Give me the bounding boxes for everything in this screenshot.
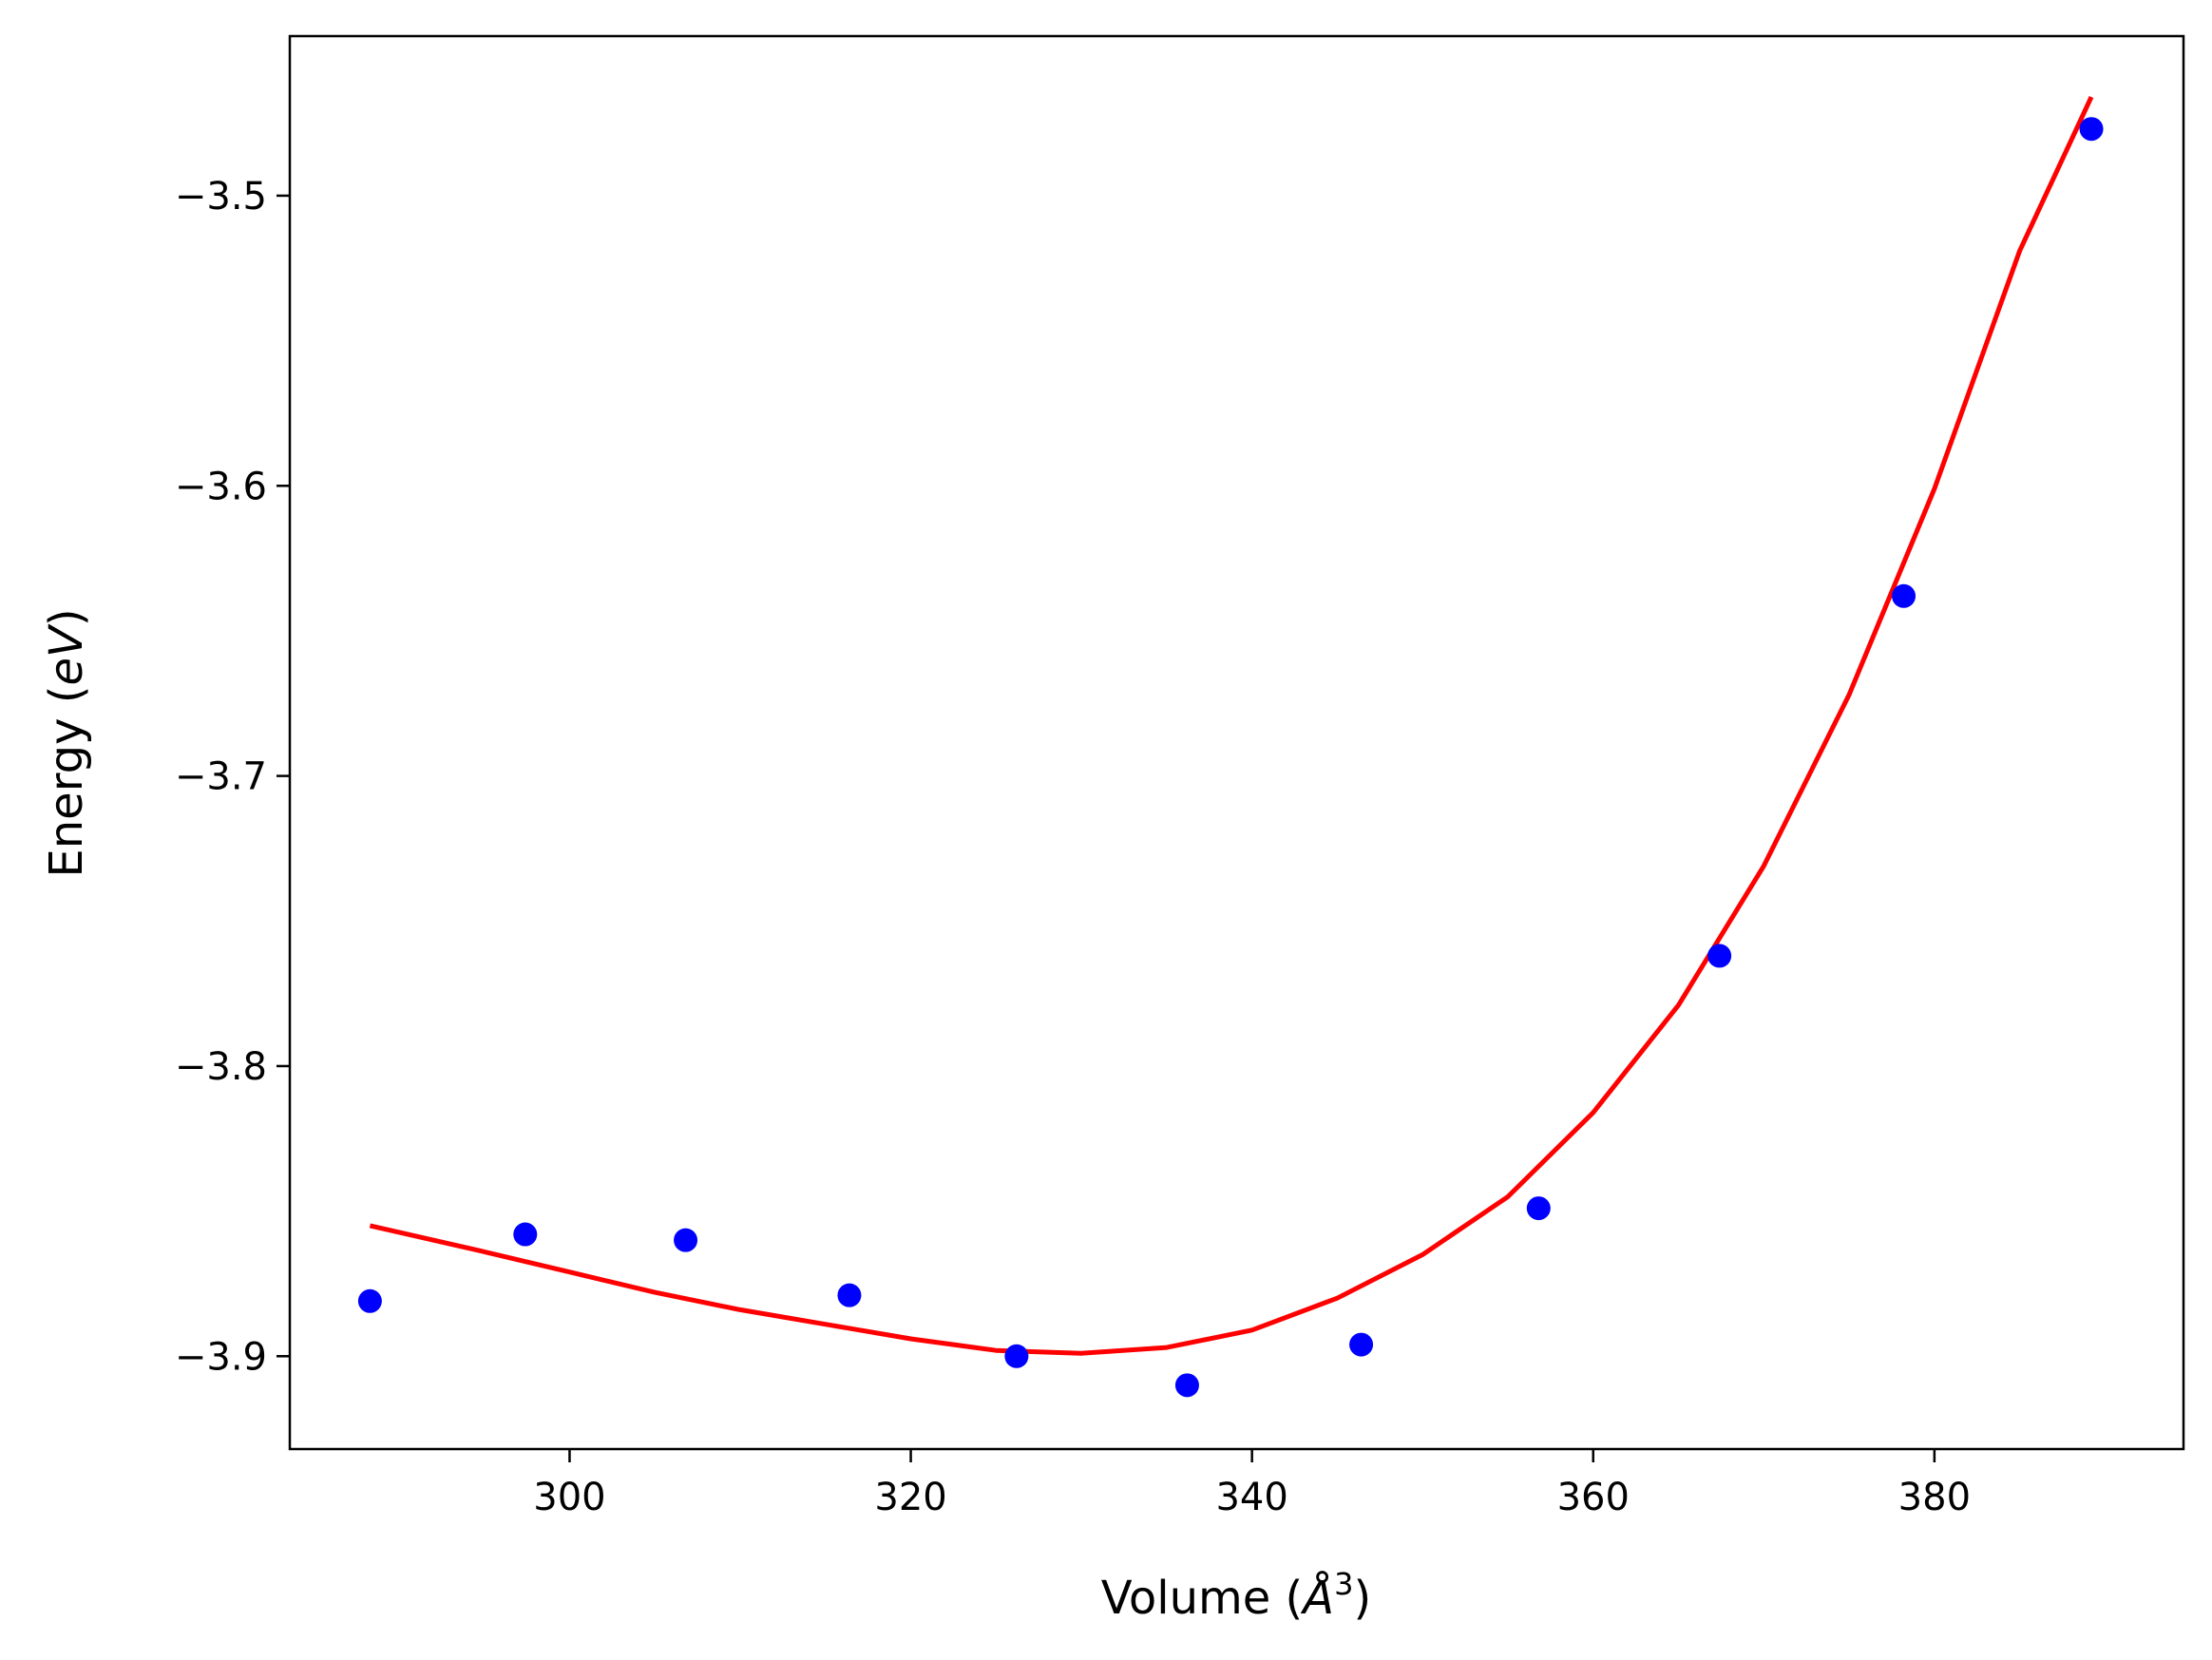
- x-axis-label: Volume (Å3): [1101, 1566, 1371, 1625]
- data-point: [513, 1222, 538, 1247]
- data-point: [2079, 117, 2104, 142]
- fit-curve-layer: [369, 96, 2094, 1356]
- data-point: [1892, 583, 1916, 608]
- data-point: [837, 1283, 862, 1307]
- x-tick-label: 340: [1215, 1476, 1287, 1519]
- x-tick-label: 360: [1557, 1476, 1630, 1519]
- x-tick-label: 320: [874, 1476, 946, 1519]
- y-tick-label: −3.7: [175, 755, 267, 799]
- x-tick-label: 300: [533, 1476, 605, 1519]
- data-points-layer: [357, 117, 2104, 1398]
- x-axis-ticks: 300 320 340 360 380: [533, 1449, 1971, 1519]
- fit-curve: [369, 96, 2094, 1356]
- y-axis-ticks: −3.9 −3.8 −3.7 −3.6 −3.5: [175, 175, 290, 1379]
- data-point: [357, 1288, 382, 1313]
- data-point: [1174, 1373, 1199, 1398]
- data-point: [1526, 1196, 1551, 1221]
- plot-area: [290, 36, 2183, 1449]
- data-point: [1004, 1344, 1029, 1368]
- data-point: [1349, 1332, 1374, 1357]
- y-axis-label: Energy (eV): [40, 608, 93, 877]
- y-tick-label: −3.6: [175, 465, 267, 508]
- y-tick-label: −3.5: [175, 175, 267, 219]
- data-point: [1707, 944, 1732, 968]
- y-tick-label: −3.9: [175, 1335, 267, 1379]
- y-tick-label: −3.8: [175, 1045, 267, 1089]
- x-tick-label: 380: [1898, 1476, 1971, 1519]
- plot-frame: [288, 34, 2185, 1451]
- data-point: [674, 1228, 698, 1252]
